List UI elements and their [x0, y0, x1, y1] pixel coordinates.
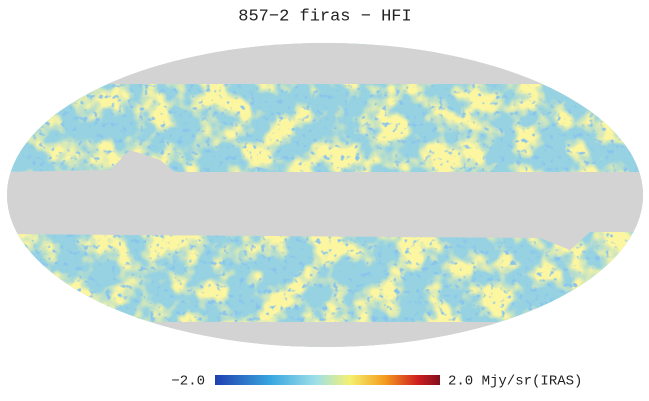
colorbar-min-label: −2.0 — [171, 374, 205, 390]
sky-map — [7, 43, 643, 347]
masked-region — [7, 43, 643, 84]
masked-region — [7, 322, 643, 347]
map-title: 857−2 firas − HFI — [238, 7, 411, 26]
colorbar — [215, 375, 440, 385]
colorbar-max-label: 2.0 Mjy/sr(IRAS) — [448, 374, 582, 390]
masked-region — [7, 150, 643, 250]
